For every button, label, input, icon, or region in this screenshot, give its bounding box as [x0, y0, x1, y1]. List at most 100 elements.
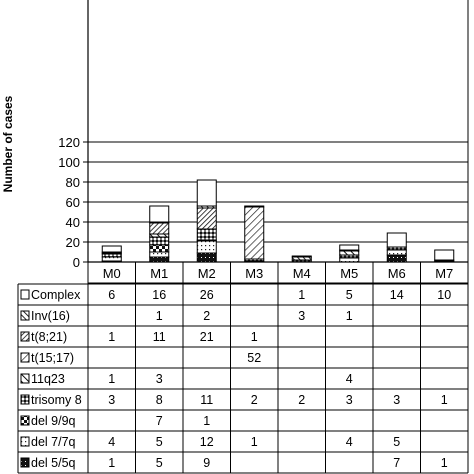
cell-complex-M7: 10 — [437, 288, 451, 302]
legend-swatch-11q23 — [20, 373, 30, 384]
legend-label-t-15-17-: t(15;17) — [31, 351, 74, 365]
legend-label-inv-16-: Inv(16) — [31, 309, 70, 323]
cell-trisomy-8-M3: 2 — [251, 393, 258, 407]
ytick-label-100: 100 — [58, 155, 80, 170]
cell-del-5-5q-M6: 7 — [393, 456, 400, 470]
legend-label-trisomy-8: trisomy 8 — [31, 393, 82, 407]
cell-trisomy-8-M5: 3 — [346, 393, 353, 407]
bar-stack-M3 — [244, 205, 265, 263]
cell-del-9-9q-M1: 7 — [156, 414, 163, 428]
cell-t-15-17--M3: 52 — [247, 351, 261, 365]
bar-M2-trisomy-8 — [196, 228, 217, 241]
legend-swatch-complex — [20, 289, 30, 300]
cell-11q23-M5: 4 — [346, 372, 353, 386]
legend-label-del-7-7q: del 7/7q — [31, 435, 76, 449]
bar-M6-del-7-7q — [386, 249, 407, 256]
bar-M2-del-7-7q — [196, 240, 217, 254]
bar-stack-M2 — [196, 179, 217, 263]
bar-stack-M7 — [434, 249, 455, 263]
cell-trisomy-8-M2: 11 — [200, 393, 213, 407]
cell-inv-16--M2: 2 — [203, 309, 210, 323]
bar-M7-complex — [434, 249, 455, 261]
bar-M1-del-5-5q — [149, 256, 170, 263]
cell-t-8-21--M1: 11 — [153, 330, 166, 344]
bar-M3-t-8-21- — [244, 205, 265, 208]
ytick-label-120: 120 — [58, 135, 80, 150]
legend-swatch-inv-16- — [20, 310, 30, 321]
bar-M2-del-5-5q — [196, 252, 217, 263]
y-axis-label: Number of cases — [1, 95, 15, 192]
bar-M1-del-7-7q — [149, 251, 170, 258]
bar-M1-t-8-21- — [149, 222, 170, 235]
bars — [101, 179, 455, 263]
category-label-M5: M5 — [340, 266, 358, 281]
legend-swatch-t-8-21- — [20, 331, 30, 342]
ytick-label-60: 60 — [66, 195, 80, 210]
cell-complex-M0: 6 — [108, 288, 115, 302]
legend-label-del-5-5q: del 5/5q — [31, 456, 76, 470]
legend-label-11q23: 11q23 — [31, 372, 65, 386]
cell-del-7-7q-M3: 1 — [251, 435, 258, 449]
bar-M4-complex — [291, 255, 312, 258]
bar-M0-complex — [101, 245, 122, 253]
cell-complex-M2: 26 — [200, 288, 214, 302]
cell-complex-M6: 14 — [390, 288, 404, 302]
bar-stack-M6 — [386, 232, 407, 263]
ytick-label-20: 20 — [66, 235, 80, 250]
bar-M0-del-7-7q — [101, 256, 122, 262]
cell-t-8-21--M0: 1 — [108, 330, 115, 344]
cell-11q23-M1: 3 — [156, 372, 163, 386]
cell-trisomy-8-M7: 1 — [441, 393, 448, 407]
cell-inv-16--M4: 3 — [298, 309, 305, 323]
ytick-label-40: 40 — [66, 215, 80, 230]
legend-label-del-9-9q: del 9/9q — [31, 414, 76, 428]
cell-trisomy-8-M6: 3 — [393, 393, 400, 407]
plot-frame — [87, 0, 469, 263]
bar-M3-t-15-17- — [244, 206, 265, 260]
cell-inv-16--M5: 1 — [346, 309, 353, 323]
legend-swatch-trisomy-8 — [20, 394, 30, 405]
legend-label-t-8-21-: t(8;21) — [31, 330, 67, 344]
legend-swatch-t-15-17- — [20, 352, 30, 363]
bar-M1-trisomy-8 — [149, 236, 170, 246]
bar-stack-M0 — [101, 245, 122, 263]
cell-11q23-M0: 1 — [108, 372, 115, 386]
cell-inv-16--M1: 1 — [156, 309, 163, 323]
legend-label-complex: Complex — [31, 288, 81, 302]
grid-lines — [88, 141, 468, 263]
bar-M2-t-8-21- — [196, 207, 217, 230]
cell-complex-M1: 16 — [152, 288, 166, 302]
cell-del-7-7q-M0: 4 — [108, 435, 115, 449]
category-label-M0: M0 — [103, 266, 121, 281]
legend-swatch-del-7-7q — [20, 436, 30, 447]
category-label-M2: M2 — [198, 266, 216, 281]
legend-swatch-del-9-9q — [20, 415, 30, 426]
cell-del-5-5q-M1: 5 — [156, 456, 163, 470]
category-label-M6: M6 — [388, 266, 406, 281]
legend-swatch-del-5-5q — [20, 457, 30, 468]
cell-trisomy-8-M1: 8 — [156, 393, 163, 407]
cell-t-8-21--M3: 1 — [251, 330, 258, 344]
bar-M6-complex — [386, 232, 407, 248]
cell-del-9-9q-M2: 1 — [203, 414, 210, 428]
cell-t-8-21--M2: 21 — [200, 330, 214, 344]
cell-del-7-7q-M5: 4 — [346, 435, 353, 449]
cell-del-7-7q-M6: 5 — [393, 435, 400, 449]
cell-trisomy-8-M0: 3 — [108, 393, 115, 407]
category-label-M4: M4 — [293, 266, 311, 281]
cell-del-5-5q-M7: 1 — [441, 456, 448, 470]
y-axis-ticks: 0 20 40 60 80 100 120 — [58, 135, 88, 270]
ytick-label-0: 0 — [73, 255, 80, 270]
cell-del-7-7q-M1: 5 — [156, 435, 163, 449]
cell-complex-M4: 1 — [298, 288, 305, 302]
bar-stack-M5 — [339, 244, 360, 263]
category-label-M3: M3 — [245, 266, 263, 281]
cell-trisomy-8-M4: 2 — [298, 393, 305, 407]
category-label-M7: M7 — [435, 266, 453, 281]
bar-stack-M4 — [291, 255, 312, 263]
bar-M5-11q23 — [339, 250, 360, 256]
bar-M2-complex — [196, 179, 217, 207]
bar-M6-del-5-5q — [386, 254, 407, 263]
